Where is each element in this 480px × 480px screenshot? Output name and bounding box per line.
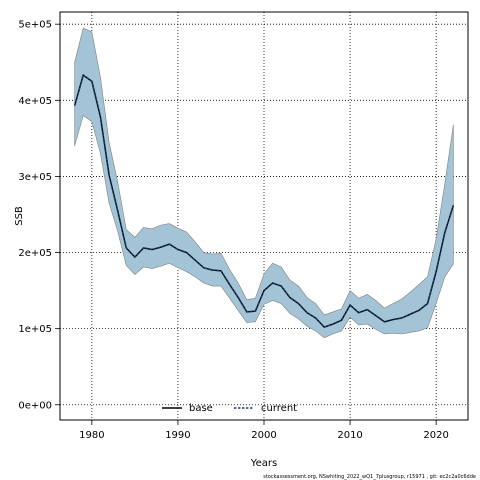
x-tick-label-1980: 1980 [79,430,104,441]
y-tick-label-2: 2e+05 [18,248,52,259]
y-tick-label-5: 5e+05 [18,20,52,31]
series-current-line [73,73,455,329]
x-tick-label-2000: 2000 [251,430,276,441]
x-tick-label-2010: 2010 [337,430,362,441]
y-tick-label-3: 3e+05 [18,172,52,183]
legend: base current [162,403,297,414]
series-lines [73,73,455,329]
x-tick-label-2020: 2020 [423,430,448,441]
y-axis-title: SSB [14,206,25,226]
x-axis: 1980 1990 2000 2010 2020 [79,420,449,441]
legend-base-label: base [189,403,213,414]
x-tick-label-1990: 1990 [165,430,190,441]
y-axis: 0e+00 1e+05 2e+05 3e+05 4e+05 5e+05 [18,20,60,411]
confidence-band [74,27,454,339]
source-caption: stockassessment.org, NSwhiting_2022_wQ1_… [263,474,476,480]
y-tick-label-1: 1e+05 [18,324,52,335]
y-tick-label-4: 4e+05 [18,96,52,107]
x-axis-title: Years [250,458,277,469]
y-tick-label-0: 0e+00 [18,400,52,411]
legend-current-label: current [261,403,297,414]
